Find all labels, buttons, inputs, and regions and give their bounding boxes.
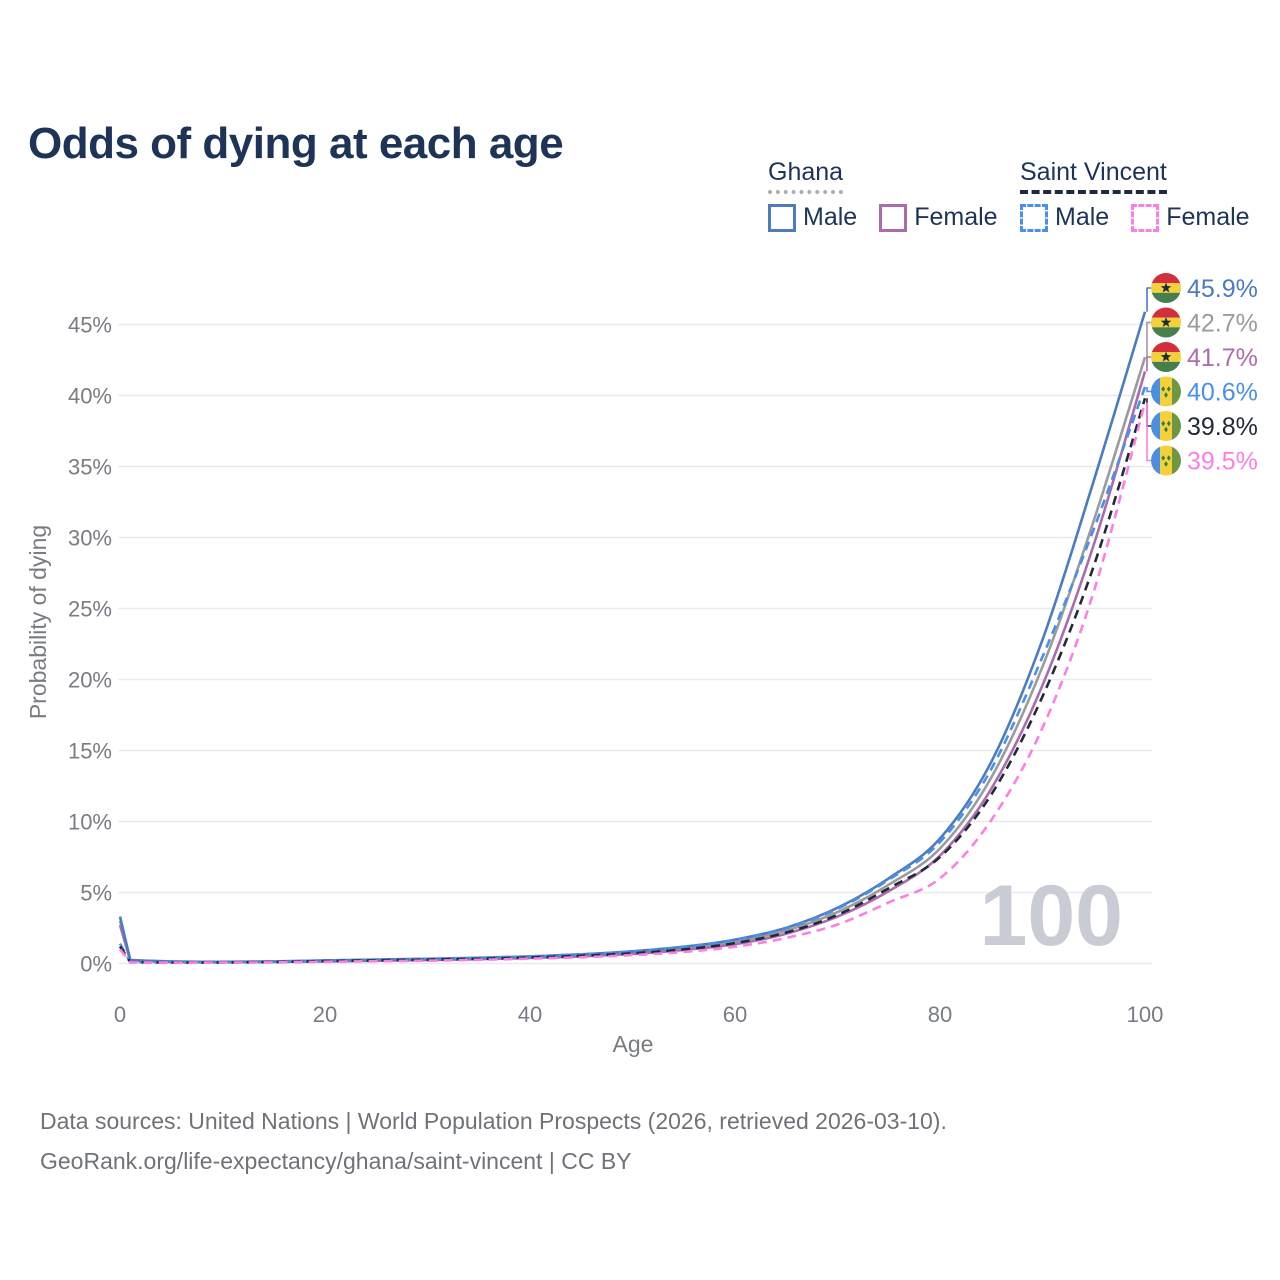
ghana-male-checkbox[interactable] [768,203,796,232]
y-tick-35%: 35% [68,455,112,480]
y-tick-5%: 5% [80,881,112,906]
end-connector-saint-vincent-female [1146,402,1151,462]
legend-item-label: Male [1055,203,1110,231]
x-tick-60: 60 [723,1002,747,1027]
end-value-label-ghana-male: 45.9% [1187,275,1258,303]
saint-vincent-male-checkbox[interactable] [1020,203,1048,232]
x-tick-40: 40 [518,1002,542,1027]
age-watermark: 100 [980,868,1124,964]
chart-canvas: 0% 5% 10% 15% 20% 25% 30% 35% 40% 45% 0 20 40 60 80 100… [25,273,1258,1057]
flag-badge-saint-vincent [1151,376,1181,407]
legend-group-saint-vincent: Saint Vincent Male Female [1020,158,1250,232]
end-value-label-saint-vincent-male: 40.6% [1187,379,1258,407]
chart-title: Odds of dying at each age [28,119,564,169]
end-value-label-saint-vincent-both: 39.8% [1187,413,1258,441]
legend-group-ghana: Ghana Male Female [768,158,998,232]
ghana-female-checkbox[interactable] [879,203,908,232]
legend-item-label: Female [1166,203,1250,231]
legend-country-label-saint-vincent[interactable]: Saint Vincent [1020,158,1167,194]
ghana-female-legend-item[interactable]: Female [879,203,998,232]
x-tick-0: 0 [114,1002,126,1027]
y-tick-20%: 20% [68,668,112,693]
flag-badge-saint-vincent [1151,445,1181,476]
series-line-ghana-male[interactable] [118,311,1147,964]
end-connector-ghana-female [1146,356,1151,372]
series-line-saint-vincent-female[interactable] [118,402,1147,964]
end-connector-ghana-both [1146,321,1151,358]
end-value-label-ghana-both: 42.7% [1187,310,1258,338]
y-axis-title: Probability of dying [25,525,51,719]
y-tick-30%: 30% [68,526,112,551]
y-tick-0%: 0% [80,952,112,977]
legend-item-label: Male [803,203,858,231]
y-tick-10%: 10% [68,810,112,835]
y-tick-45%: 45% [68,313,112,338]
ghana-male-legend-item[interactable]: Male [768,203,857,232]
saint-vincent-female-checkbox[interactable] [1131,203,1160,232]
legend-country-label-ghana[interactable]: Ghana [768,158,844,194]
x-tick-20: 20 [313,1002,337,1027]
y-tick-25%: 25% [68,597,112,622]
legend-item-label: Female [914,203,998,231]
flag-badge-ghana [1151,307,1181,338]
x-axis-title: Age [613,1031,654,1057]
flag-badge-saint-vincent [1151,411,1181,441]
saint-vincent-female-legend-item[interactable]: Female [1131,203,1250,232]
end-value-label-saint-vincent-female: 39.5% [1187,448,1258,476]
saint-vincent-male-legend-item[interactable]: Male [1020,203,1109,232]
end-connector-ghana-male [1146,287,1151,312]
flag-badge-ghana [1151,273,1181,303]
x-tick-100: 100 [1127,1002,1164,1027]
end-connector-saint-vincent-male [1146,387,1151,393]
flag-badge-ghana [1151,342,1181,372]
legend-items-row: Male Female [768,203,998,232]
y-tick-40%: 40% [68,384,112,409]
footer-data-sources: Data sources: United Nations | World Pop… [40,1108,947,1134]
footer-attribution: GeoRank.org/life-expectancy/ghana/saint-… [40,1148,632,1174]
x-tick-80: 80 [928,1002,952,1027]
y-tick-15%: 15% [68,739,112,764]
end-value-label-ghana-female: 41.7% [1187,344,1258,372]
legend-items-row: Male Female [1020,203,1250,232]
